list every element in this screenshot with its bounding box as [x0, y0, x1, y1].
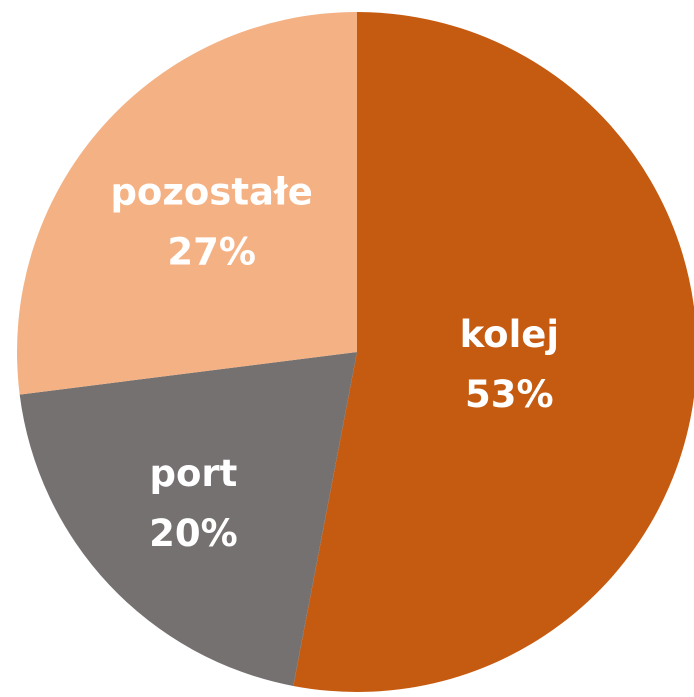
slice-value-label: 27% [167, 230, 256, 273]
slice-category-label: pozostałe [110, 170, 312, 213]
slice-category-label: kolej [460, 313, 560, 356]
pie-slice [19, 352, 358, 686]
pie-slice [293, 12, 694, 692]
slice-value-label: 53% [465, 373, 554, 416]
slice-value-label: 20% [149, 512, 238, 555]
pie-slice [16, 12, 357, 395]
slice-category-label: port [149, 452, 237, 495]
